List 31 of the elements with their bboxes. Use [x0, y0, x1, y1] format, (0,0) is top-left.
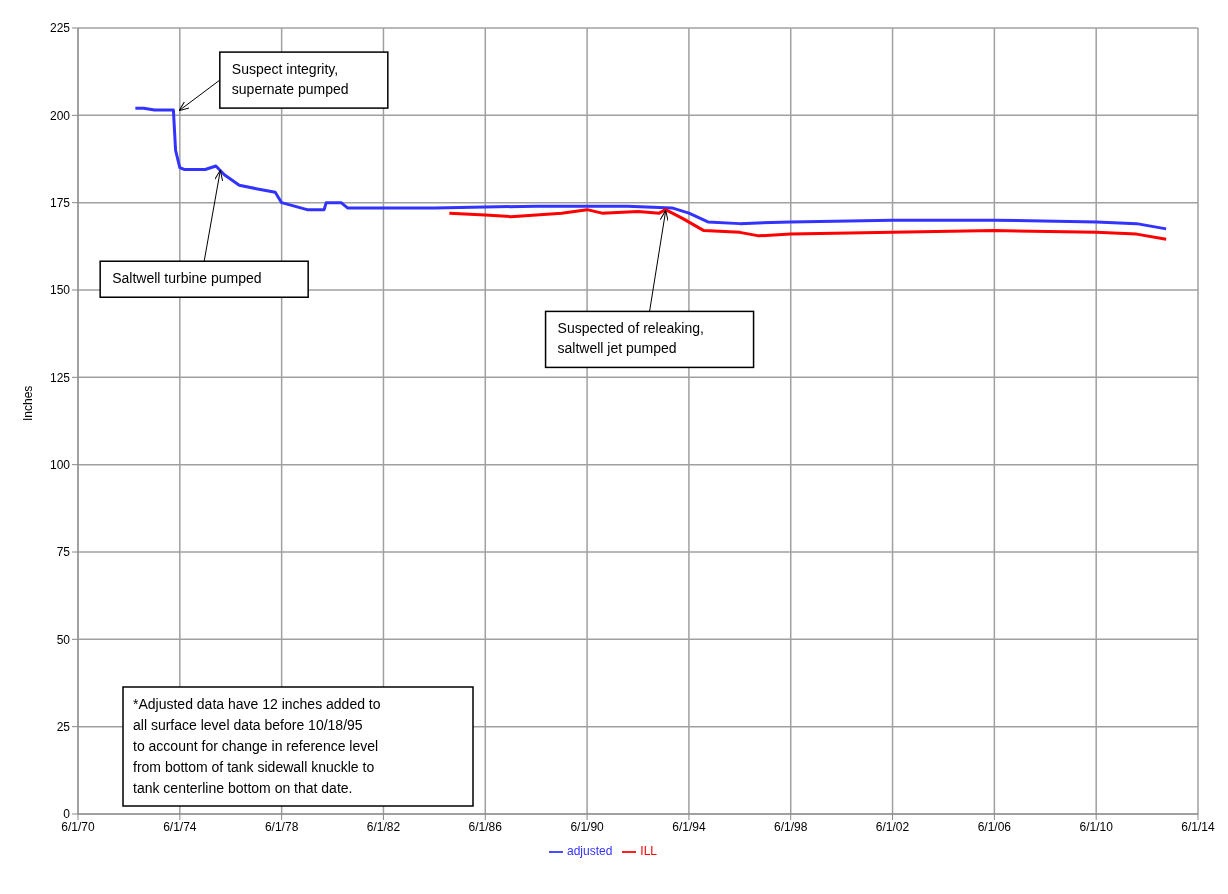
y-tick-label: 200: [49, 108, 71, 123]
legend-label: adjusted: [566, 844, 613, 858]
y-tick-label: 150: [49, 283, 71, 298]
x-tick-label: 6/1/70: [61, 819, 95, 834]
y-tick-label: 125: [49, 370, 71, 385]
y-tick-label: 100: [49, 457, 71, 472]
x-tick-label: 6/1/06: [977, 819, 1012, 834]
x-tick-label: 6/1/82: [366, 819, 401, 834]
x-tick-label: 6/1/86: [468, 819, 503, 834]
y-tick-label: 225: [49, 21, 71, 36]
annotation: Saltwell turbine pumped: [112, 270, 262, 287]
y-tick-label: 75: [56, 545, 71, 560]
x-tick-label: 6/1/74: [163, 819, 197, 834]
x-tick-label: 6/1/14: [1181, 819, 1215, 834]
x-tick-label: 6/1/78: [264, 819, 299, 834]
y-axis-title: Inches: [21, 385, 36, 421]
line-series: [447, 208, 1168, 241]
annotation: *Adjusted data have 12 inches added to all surface level data before 10/18/95 to account for change in reference level from bottom of tank sidewall knuckle to tank centerline bottom on that date.: [133, 696, 381, 796]
x-tick-label: 6/1/02: [875, 819, 910, 834]
line-series: [133, 106, 1168, 231]
x-tick-label: 6/1/94: [672, 819, 706, 834]
legend-label: ILL: [640, 844, 658, 858]
annotation: Suspected of releaking, saltwell jet pumped: [557, 320, 704, 357]
x-tick-label: 6/1/10: [1079, 819, 1114, 834]
x-tick-label: 6/1/98: [774, 819, 808, 834]
y-tick-label: 50: [56, 632, 71, 647]
annotation: Suspect integrity, supernate pumped: [231, 61, 349, 98]
y-tick-label: 25: [56, 719, 71, 734]
y-tick-label: 175: [49, 195, 71, 210]
y-tick-label: 0: [63, 807, 71, 822]
x-tick-label: 6/1/90: [570, 819, 605, 834]
